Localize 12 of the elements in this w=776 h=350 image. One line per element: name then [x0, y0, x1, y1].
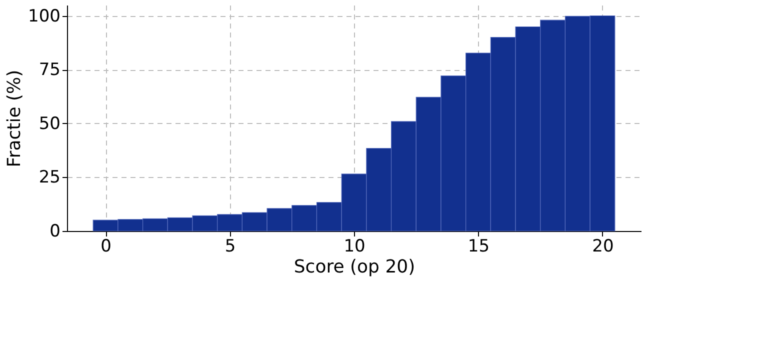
y-tick-label: 50 — [38, 114, 60, 134]
y-axis-title: Fractie (%) — [4, 70, 26, 168]
y-tick-label: 0 — [50, 222, 60, 242]
x-tick-label: 15 — [468, 236, 490, 256]
x-tick-label: 10 — [344, 236, 366, 256]
y-tick-label: 100 — [28, 6, 60, 26]
x-tick-label: 0 — [100, 236, 112, 256]
x-tick-label: 5 — [224, 236, 236, 256]
x-axis-title: Score (op 20) — [294, 256, 416, 278]
x-tick-label: 20 — [592, 236, 614, 256]
y-tick-label: 25 — [38, 168, 60, 188]
y-tick-label: 75 — [38, 60, 60, 80]
